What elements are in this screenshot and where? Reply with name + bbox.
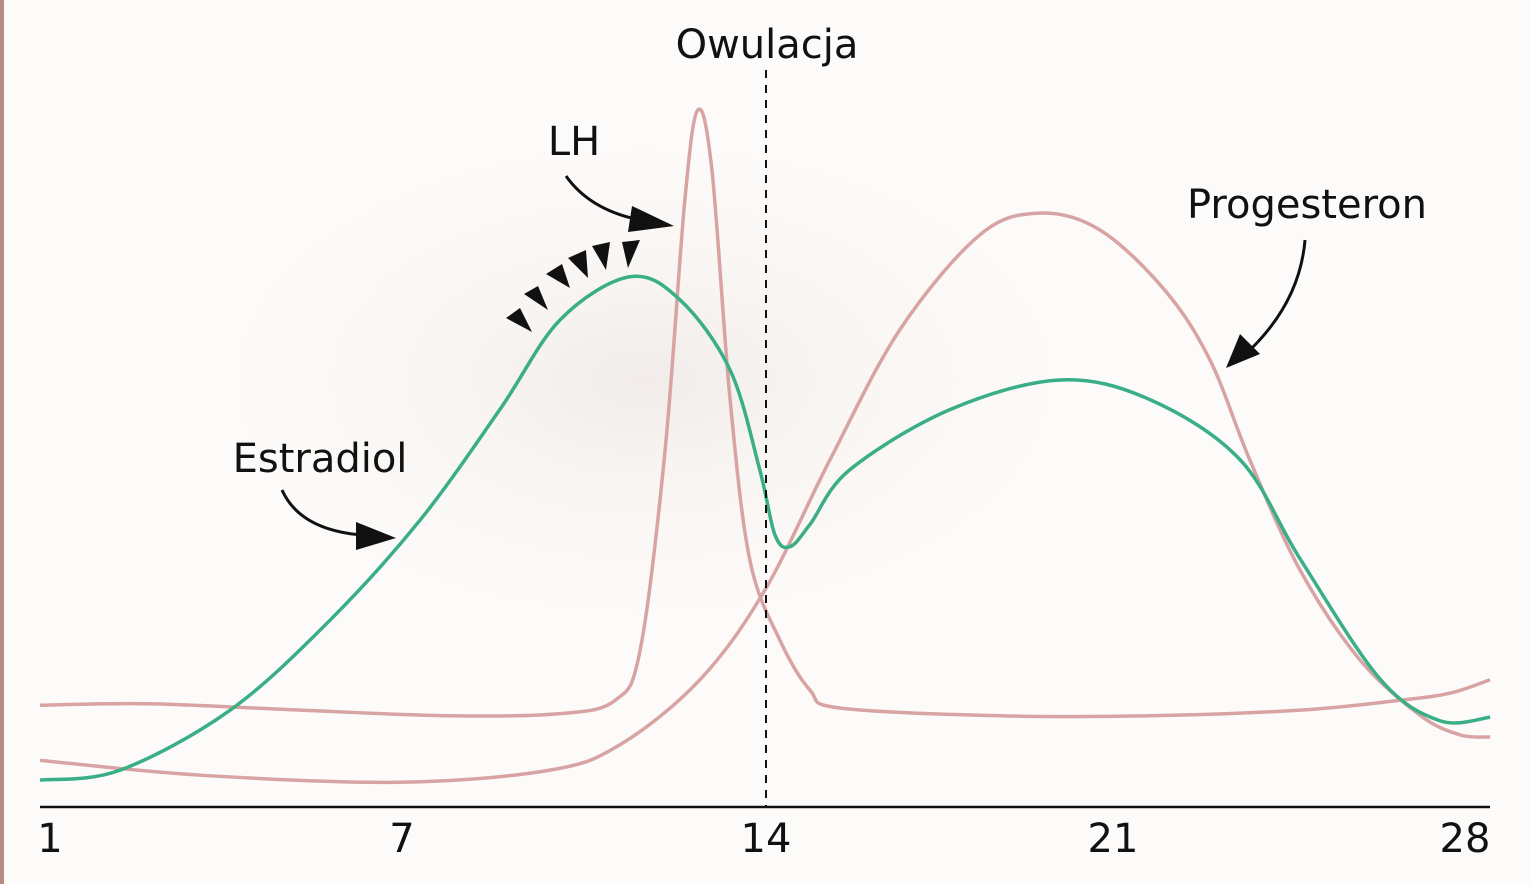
lh-arrow — [564, 175, 674, 232]
series-line-estradiol — [39, 274, 1491, 782]
x-tick-label: 21 — [1088, 816, 1139, 862]
estradiol-label: Estradiol — [233, 436, 408, 482]
x-tick-label: 14 — [741, 816, 792, 862]
x-tick-label: 7 — [389, 816, 414, 862]
estradiol-rise-arrowheads — [506, 240, 640, 332]
x-tick-label: 28 — [1440, 816, 1491, 862]
progesteron-label: Progesteron — [1187, 182, 1427, 228]
estradiol-arrow — [280, 489, 396, 550]
x-tick-label: 1 — [37, 816, 62, 862]
progesteron-arrow — [1226, 239, 1307, 368]
lh-label: LH — [548, 119, 600, 165]
ovulation-label: Owulacja — [676, 22, 859, 68]
series-line-lh — [40, 107, 1491, 719]
series-line-progesteron — [39, 211, 1491, 785]
